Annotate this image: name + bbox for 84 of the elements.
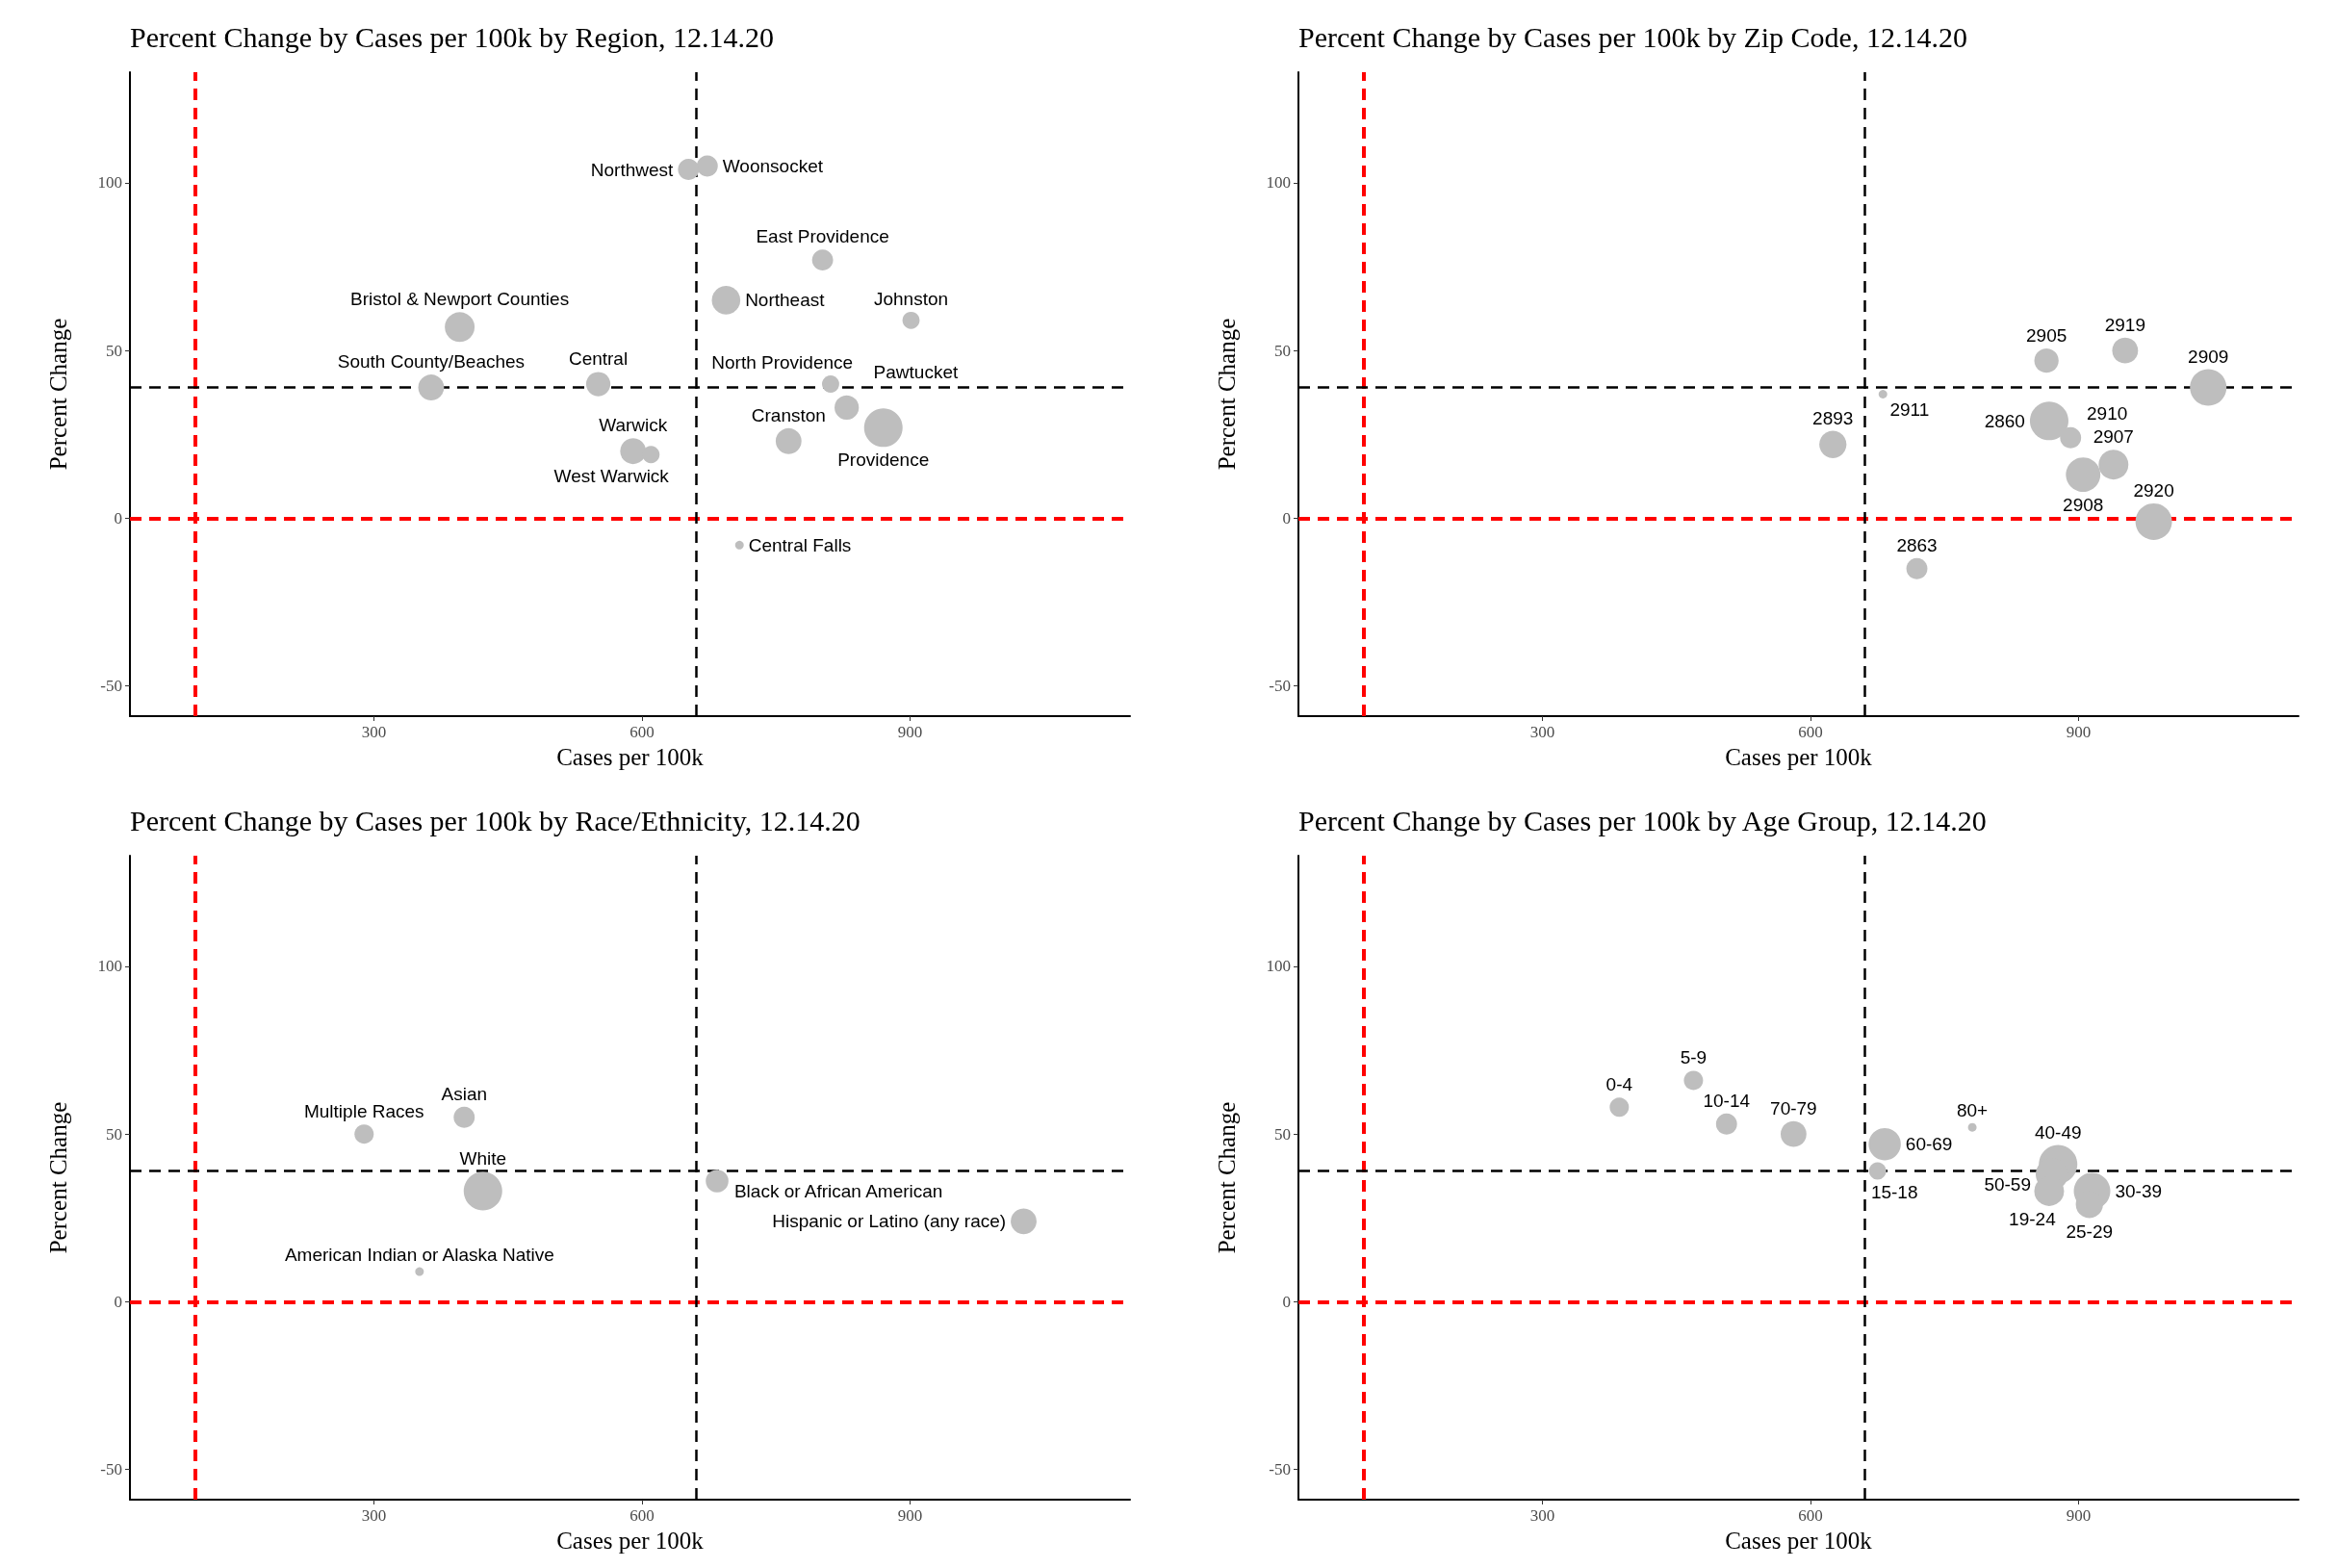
- series-label: 25-29: [2066, 1221, 2114, 1242]
- x-axis-title: Cases per 100k: [556, 1527, 705, 1554]
- series-label: 60-69: [1905, 1134, 1953, 1155]
- x-tick-label: 600: [1798, 723, 1823, 741]
- series-label: 10-14: [1703, 1090, 1751, 1111]
- series-label: 19-24: [2009, 1208, 2057, 1229]
- series-label: Warwick: [599, 415, 668, 436]
- chart-title: Percent Change by Cases per 100k by Region, 12.14.20: [130, 20, 775, 53]
- series-label: Multiple Races: [303, 1101, 424, 1122]
- series-label: 15-18: [1870, 1182, 1918, 1203]
- series-label: Bristol & Newport Counties: [350, 289, 570, 310]
- x-tick-label: 300: [1529, 723, 1555, 741]
- chart-title: Percent Change by Cases per 100k by Zip Code, 12.14.20: [1298, 20, 1967, 53]
- series-label: Johnston: [873, 288, 949, 309]
- series-label: Black or African American: [733, 1180, 943, 1201]
- series-label: 5-9: [1680, 1047, 1708, 1068]
- series-label: 2909: [2188, 346, 2229, 367]
- y-axis-title: Percent Change: [45, 318, 71, 471]
- y-tick-label: -50: [100, 677, 122, 696]
- x-tick-label: 300: [1529, 1506, 1555, 1525]
- x-tick-label: 900: [897, 1506, 923, 1525]
- y-tick-label: -50: [1269, 1460, 1291, 1479]
- series-label: Central Falls: [748, 534, 852, 555]
- series-label: Hispanic or Latino (any race): [772, 1211, 1007, 1232]
- series-label: West Warwick: [553, 466, 670, 487]
- series-label: 2907: [2093, 426, 2134, 448]
- x-tick-label: 300: [361, 1506, 387, 1525]
- series-label: East Providence: [756, 226, 889, 247]
- series-label: Asian: [441, 1083, 488, 1104]
- series-label: 80+: [1956, 1099, 1989, 1120]
- series-label: 2908: [2063, 495, 2104, 516]
- y-tick-label: 100: [97, 173, 122, 193]
- y-tick-label: 50: [1274, 1124, 1291, 1144]
- y-tick-label: 0: [114, 508, 122, 527]
- series-label: Northeast: [745, 290, 826, 311]
- series-label: 2863: [1896, 534, 1938, 555]
- series-label: Central: [568, 348, 629, 370]
- y-axis-title: Percent Change: [1214, 318, 1240, 471]
- series-label: South County/Beaches: [337, 351, 526, 373]
- series-label: Woonsocket: [722, 156, 824, 177]
- series-label: North Providence: [711, 352, 854, 373]
- series-label: 0-4: [1605, 1074, 1633, 1095]
- y-tick-label: 50: [106, 1124, 122, 1144]
- series-label: 2905: [2026, 325, 2067, 347]
- y-tick-label: 100: [1266, 957, 1291, 976]
- x-axis-title: Cases per 100k: [1725, 743, 1873, 770]
- series-label: 40-49: [2034, 1121, 2082, 1143]
- y-tick-label: 100: [1266, 173, 1291, 193]
- series-label: Cranston: [751, 404, 826, 425]
- x-axis-title: Cases per 100k: [1725, 1527, 1873, 1554]
- series-label: Northwest: [590, 159, 675, 180]
- y-tick-label: 0: [1282, 1292, 1291, 1311]
- series-label: Providence: [837, 450, 930, 471]
- chart-title: Percent Change by Cases per 100k by Race/Ethnicity, 12.14.20: [130, 804, 860, 836]
- x-tick-label: 600: [629, 1506, 655, 1525]
- y-tick-label: 50: [106, 341, 122, 360]
- series-label: 2920: [2133, 479, 2174, 501]
- series-label: 2910: [2086, 403, 2128, 424]
- x-tick-label: 900: [2066, 723, 2092, 741]
- y-tick-label: 0: [114, 1292, 122, 1311]
- y-tick-label: 0: [1282, 508, 1291, 527]
- x-tick-label: 600: [629, 723, 655, 741]
- series-label: Pawtucket: [873, 362, 959, 383]
- series-label: 2860: [1984, 410, 2025, 431]
- x-tick-label: 900: [897, 723, 923, 741]
- y-tick-label: -50: [100, 1460, 122, 1479]
- x-tick-label: 900: [2066, 1506, 2092, 1525]
- chart-title: Percent Change by Cases per 100k by Age Group, 12.14.20: [1298, 804, 1987, 836]
- series-label: American Indian or Alaska Native: [284, 1244, 554, 1265]
- series-label: 2893: [1812, 407, 1854, 428]
- series-label: 30-39: [2115, 1180, 2163, 1201]
- x-axis-title: Cases per 100k: [556, 743, 705, 770]
- series-label: 50-59: [1984, 1174, 2032, 1195]
- series-label: White: [459, 1148, 507, 1170]
- series-label: 70-79: [1770, 1097, 1817, 1118]
- x-tick-label: 300: [361, 723, 387, 741]
- y-tick-label: -50: [1269, 677, 1291, 696]
- series-label: 2911: [1889, 398, 1930, 420]
- y-tick-label: 50: [1274, 341, 1291, 360]
- y-tick-label: 100: [97, 957, 122, 976]
- x-tick-label: 600: [1798, 1506, 1823, 1525]
- y-axis-title: Percent Change: [1214, 1101, 1240, 1254]
- y-axis-title: Percent Change: [45, 1101, 71, 1254]
- series-label: 2919: [2104, 314, 2146, 335]
